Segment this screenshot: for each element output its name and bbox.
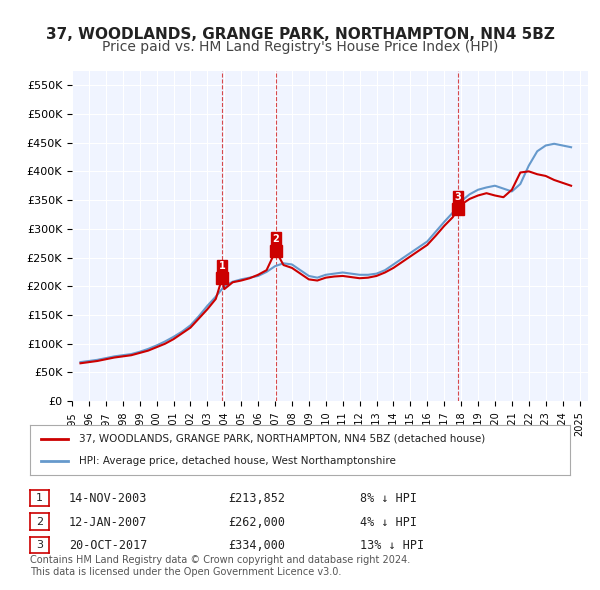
Text: 1: 1 — [218, 261, 226, 271]
Text: Contains HM Land Registry data © Crown copyright and database right 2024.
This d: Contains HM Land Registry data © Crown c… — [30, 555, 410, 577]
Text: 37, WOODLANDS, GRANGE PARK, NORTHAMPTON, NN4 5BZ (detached house): 37, WOODLANDS, GRANGE PARK, NORTHAMPTON,… — [79, 434, 485, 444]
Text: 2: 2 — [36, 517, 43, 526]
Text: 1: 1 — [36, 493, 43, 503]
Text: 13% ↓ HPI: 13% ↓ HPI — [360, 539, 424, 552]
Text: 8% ↓ HPI: 8% ↓ HPI — [360, 492, 417, 505]
Text: £213,852: £213,852 — [228, 492, 285, 505]
Text: 37, WOODLANDS, GRANGE PARK, NORTHAMPTON, NN4 5BZ: 37, WOODLANDS, GRANGE PARK, NORTHAMPTON,… — [46, 27, 554, 41]
Text: 4% ↓ HPI: 4% ↓ HPI — [360, 516, 417, 529]
Text: HPI: Average price, detached house, West Northamptonshire: HPI: Average price, detached house, West… — [79, 456, 395, 466]
Text: 3: 3 — [36, 540, 43, 550]
Text: 2: 2 — [272, 234, 279, 244]
Text: 3: 3 — [454, 192, 461, 202]
Text: £334,000: £334,000 — [228, 539, 285, 552]
Text: Price paid vs. HM Land Registry's House Price Index (HPI): Price paid vs. HM Land Registry's House … — [102, 40, 498, 54]
Text: 14-NOV-2003: 14-NOV-2003 — [69, 492, 148, 505]
Text: 12-JAN-2007: 12-JAN-2007 — [69, 516, 148, 529]
Text: 20-OCT-2017: 20-OCT-2017 — [69, 539, 148, 552]
Text: £262,000: £262,000 — [228, 516, 285, 529]
